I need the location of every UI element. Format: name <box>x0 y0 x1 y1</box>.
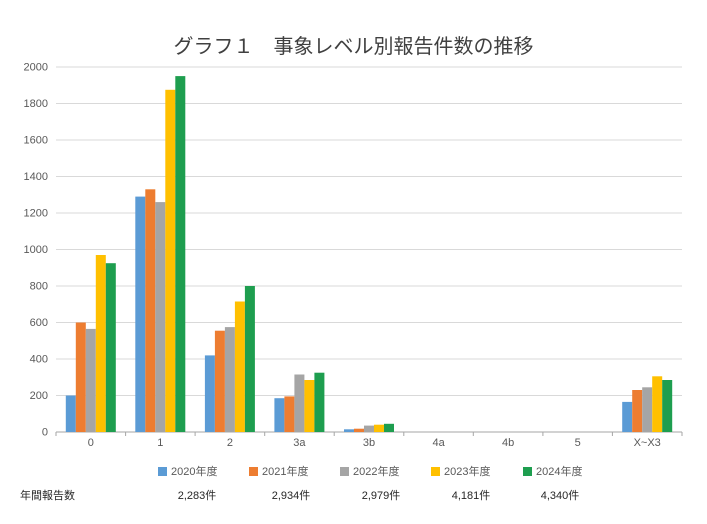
svg-text:200: 200 <box>30 390 48 402</box>
svg-text:400: 400 <box>30 354 48 366</box>
svg-text:1800: 1800 <box>24 98 48 110</box>
svg-text:1: 1 <box>157 437 163 449</box>
svg-text:1600: 1600 <box>24 135 48 147</box>
svg-text:600: 600 <box>30 317 48 329</box>
svg-text:1000: 1000 <box>24 244 48 256</box>
svg-text:X~X3: X~X3 <box>634 437 661 449</box>
svg-text:0: 0 <box>42 427 48 439</box>
svg-text:1400: 1400 <box>24 171 48 183</box>
svg-text:2000: 2000 <box>24 62 48 74</box>
svg-text:800: 800 <box>30 281 48 293</box>
svg-text:4a: 4a <box>432 437 445 449</box>
svg-text:1200: 1200 <box>24 208 48 220</box>
svg-text:3b: 3b <box>363 437 375 449</box>
svg-text:5: 5 <box>575 437 581 449</box>
svg-text:3a: 3a <box>293 437 306 449</box>
svg-text:4b: 4b <box>502 437 514 449</box>
svg-text:2: 2 <box>227 437 233 449</box>
svg-text:0: 0 <box>88 437 94 449</box>
